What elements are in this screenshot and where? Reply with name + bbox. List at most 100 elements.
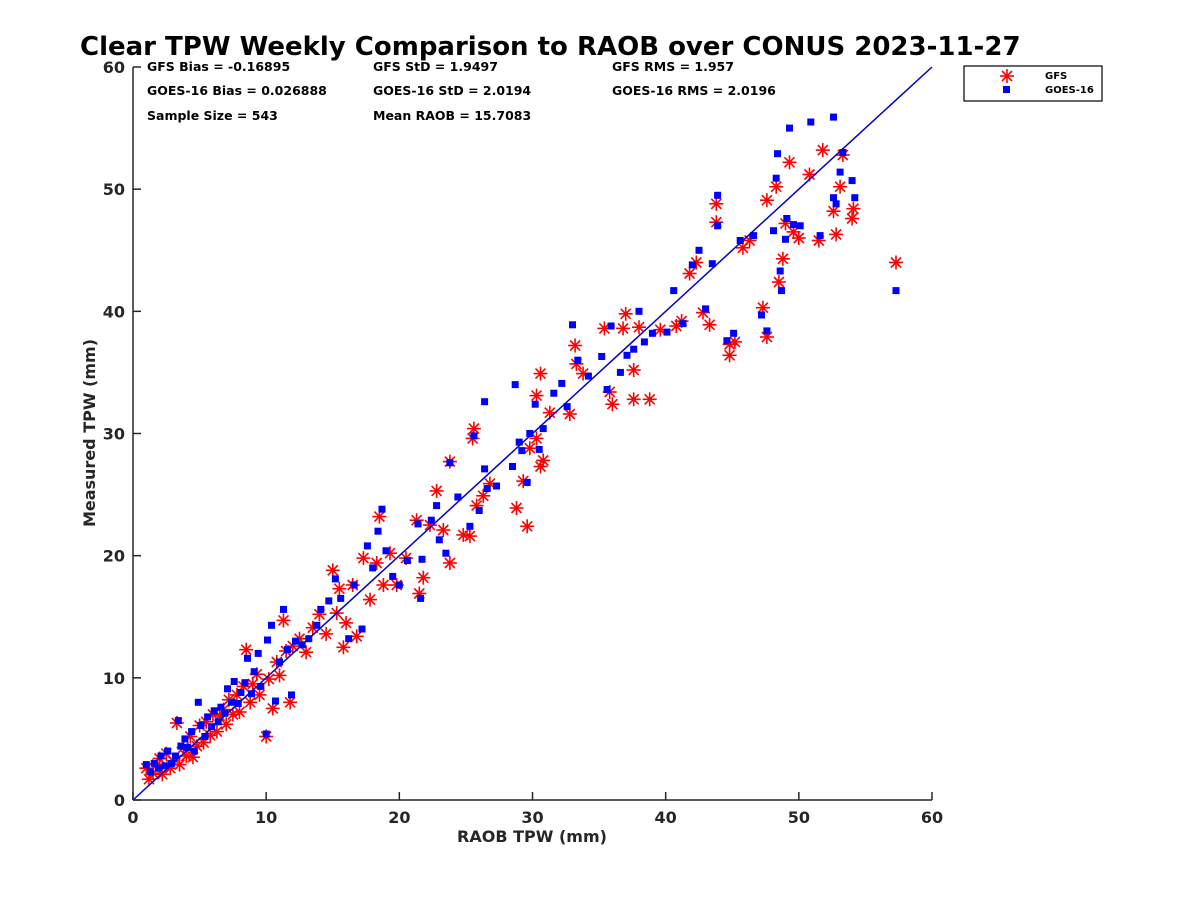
gfs-point: [415, 569, 432, 586]
stat-goes-bias: GOES-16 Bias = 0.026888: [147, 83, 327, 98]
goes16-point: [168, 759, 176, 767]
goes16-point: [511, 381, 519, 389]
gfs-point: [832, 178, 848, 195]
goes16-point: [164, 747, 172, 755]
x-tick-label: 50: [788, 808, 810, 827]
goes16-point: [427, 516, 435, 524]
gfs-point: [771, 274, 787, 290]
goes16-point: [603, 386, 611, 393]
goes16-point: [736, 237, 744, 244]
goes16-point: [640, 338, 648, 346]
goes16-point: [481, 465, 489, 473]
gfs-point: [567, 337, 583, 354]
goes16-point: [150, 759, 158, 767]
y-tick-label: 30: [103, 425, 125, 444]
goes16-point: [154, 764, 162, 772]
goes16-point: [190, 747, 198, 755]
goes16-point: [280, 605, 287, 613]
goes16-point: [250, 668, 258, 676]
goes16-point: [509, 463, 516, 470]
goes16-point: [526, 430, 534, 437]
goes16-point: [358, 625, 366, 633]
gfs-point: [814, 142, 831, 158]
goes16-point: [435, 536, 443, 544]
goes16-point: [475, 507, 483, 514]
x-tick-label: 0: [127, 808, 138, 827]
legend-gfs-label: GFS: [1045, 71, 1067, 82]
goes16-point: [830, 194, 837, 202]
goes16-point: [776, 267, 784, 275]
gfs-point: [338, 615, 354, 631]
gfs-point: [355, 550, 372, 566]
goes16-point: [670, 287, 678, 295]
gfs-point: [768, 178, 785, 195]
goes16-point: [331, 575, 339, 583]
goes16-point: [284, 646, 291, 654]
goes16-point: [623, 351, 631, 359]
goes16-point: [523, 478, 531, 486]
goes16-point: [230, 678, 238, 685]
goes16-point: [679, 320, 687, 328]
gfs-point: [615, 320, 631, 337]
goes16-point: [317, 605, 325, 613]
goes16-point: [515, 438, 523, 446]
goes16-point: [714, 222, 722, 230]
goes16-point: [830, 113, 837, 121]
stat-goes-std: GOES-16 StD = 2.0194: [373, 83, 531, 98]
goes16-point: [172, 752, 180, 760]
legend-box: [963, 65, 1103, 102]
goes16-point: [535, 445, 543, 453]
goes16-point: [403, 557, 411, 565]
goes16-point: [783, 215, 791, 222]
gfs-point: [781, 154, 798, 171]
goes16-point: [539, 425, 547, 433]
gfs-point: [318, 626, 334, 642]
goes16-point: [228, 698, 235, 706]
goes16-point: [695, 246, 703, 254]
goes16-point: [350, 581, 358, 589]
gfs-point: [335, 639, 352, 656]
y-tick-label: 10: [103, 669, 125, 688]
goes16-point: [369, 564, 377, 572]
gfs-point: [625, 362, 642, 378]
goes16-point: [796, 222, 804, 230]
goes16-point: [635, 307, 643, 315]
y-tick-label: 60: [103, 58, 125, 77]
gfs-point: [888, 254, 904, 271]
gfs-point: [375, 577, 392, 593]
y-tick-label: 20: [103, 547, 125, 566]
y-tick-label: 0: [114, 791, 125, 810]
goes16-point: [414, 520, 422, 528]
goes16-point: [483, 485, 491, 492]
goes16-point: [208, 723, 216, 731]
goes16-point: [688, 261, 696, 269]
points-layer: [138, 113, 904, 788]
goes16-point: [730, 329, 738, 337]
x-tick-label: 20: [388, 808, 410, 827]
goes16-point: [786, 124, 793, 132]
y-axis-label: Measured TPW (mm): [80, 339, 99, 527]
gfs-point: [844, 210, 860, 227]
goes16-point: [201, 733, 209, 740]
goes16-point: [197, 722, 205, 729]
goes16-point: [758, 311, 765, 319]
x-tick-label: 10: [255, 808, 277, 827]
goes16-point: [770, 227, 777, 235]
gfs-point: [275, 612, 292, 629]
goes16-point: [181, 735, 189, 743]
goes16-point: [337, 594, 345, 602]
goes16-point: [446, 459, 454, 467]
goes16-point: [313, 621, 321, 629]
goes16-point: [184, 744, 192, 751]
goes16-point: [466, 522, 474, 530]
goes16-point: [772, 174, 780, 182]
goes16-point: [177, 742, 185, 750]
legend-gfs-asterisk-icon: [999, 68, 1015, 84]
goes16-point: [378, 505, 386, 513]
stat-goes-rms: GOES-16 RMS = 2.0196: [612, 83, 776, 98]
goes16-point: [433, 502, 441, 510]
goes16-point: [418, 555, 426, 563]
axes: 0 10 20 30 40 50 60 0 10 20 30 40 50 60: [103, 58, 943, 827]
goes16-point: [723, 337, 731, 345]
